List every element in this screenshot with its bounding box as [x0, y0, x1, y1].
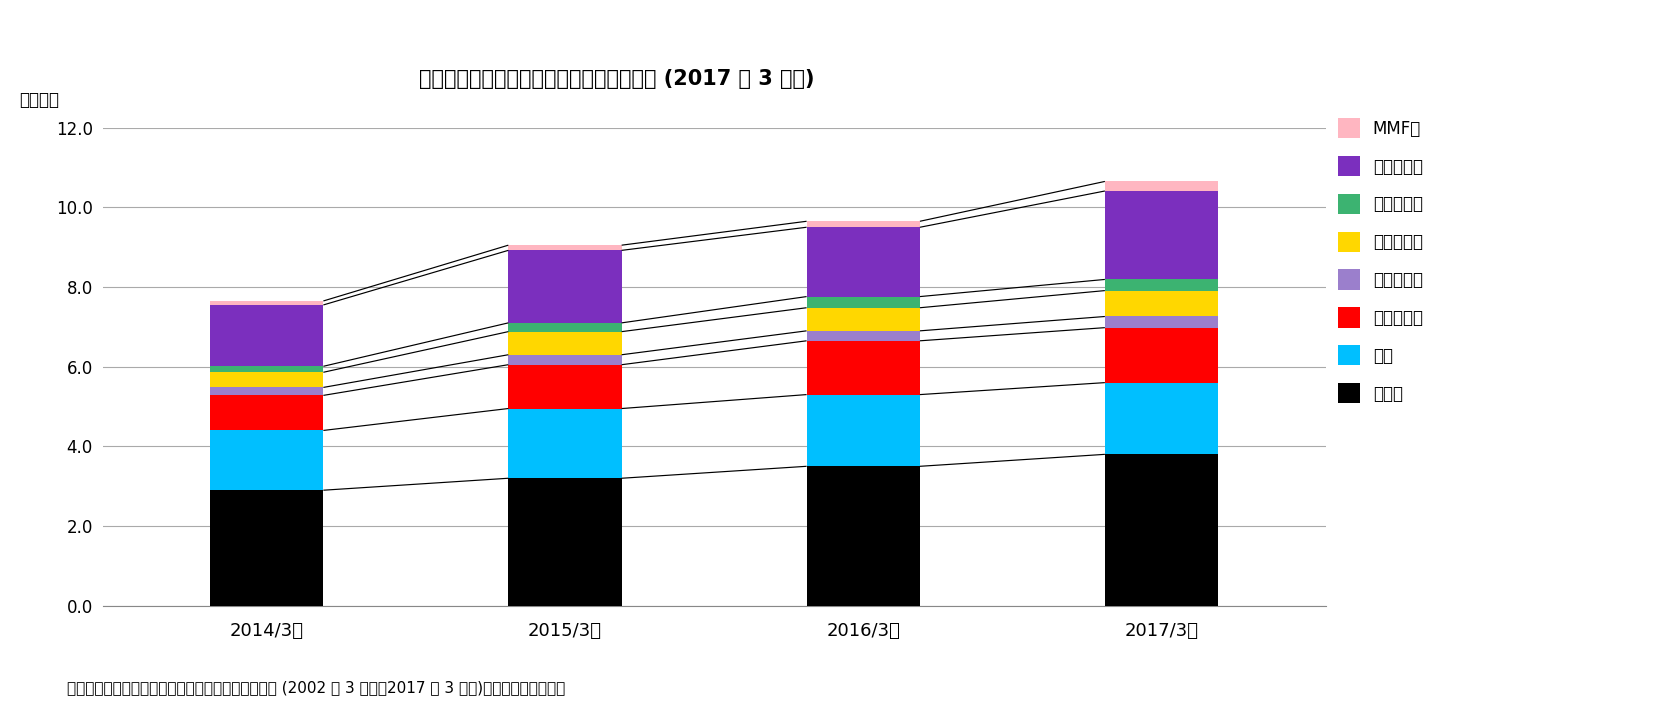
Bar: [1104, 182, 1219, 191]
Bar: [1104, 454, 1219, 605]
Bar: [1104, 383, 1219, 454]
Bar: [509, 323, 622, 332]
Bar: [509, 408, 622, 478]
Bar: [210, 490, 323, 605]
Bar: [1104, 327, 1219, 383]
Bar: [210, 396, 323, 430]
Bar: [509, 365, 622, 408]
Bar: [807, 227, 920, 296]
Bar: [807, 466, 920, 605]
Bar: [1104, 291, 1219, 317]
Bar: [210, 305, 323, 366]
Bar: [210, 387, 323, 396]
Text: 図表１：確定拠出企業年金の資産配分推移 (2017 年 3 月末): 図表１：確定拠出企業年金の資産配分推移 (2017 年 3 月末): [419, 70, 813, 89]
Text: （運営管理機関連絡協議会「確定拠出年金統計資料 (2002 年 3 月末～2017 年 3 月末)」を基に筆者作成）: （運営管理機関連絡協議会「確定拠出年金統計資料 (2002 年 3 月末～201…: [67, 681, 565, 696]
Bar: [210, 301, 323, 305]
Bar: [210, 430, 323, 490]
Bar: [807, 221, 920, 227]
Bar: [807, 341, 920, 394]
Bar: [807, 331, 920, 341]
Bar: [509, 332, 622, 355]
Text: （兆円）: （兆円）: [20, 91, 60, 108]
Bar: [509, 245, 622, 251]
Legend: MMF等, バランス型, 外国債券型, 外国株式型, 国内債券型, 国内株式型, 保険, 預豬金: MMF等, バランス型, 外国債券型, 外国株式型, 国内債券型, 国内株式型,…: [1337, 118, 1424, 403]
Bar: [807, 308, 920, 331]
Bar: [1104, 279, 1219, 291]
Bar: [509, 355, 622, 365]
Bar: [807, 394, 920, 466]
Bar: [509, 251, 622, 323]
Bar: [1104, 191, 1219, 279]
Bar: [509, 478, 622, 605]
Bar: [807, 296, 920, 308]
Bar: [210, 366, 323, 372]
Bar: [210, 372, 323, 387]
Bar: [1104, 317, 1219, 327]
